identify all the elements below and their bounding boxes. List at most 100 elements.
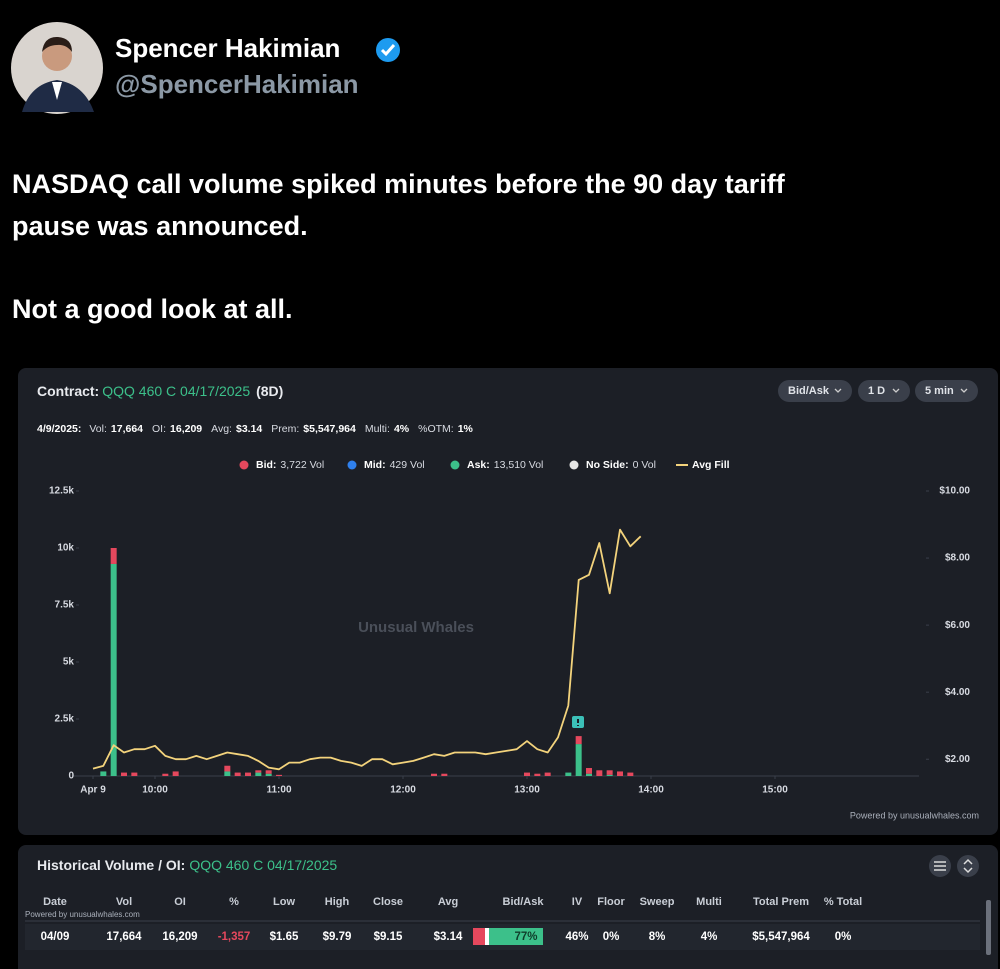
- control-label[interactable]: 5 min: [925, 385, 954, 397]
- volume-bar: [441, 773, 448, 776]
- volume-bar: [276, 774, 282, 776]
- legend-total: 0 Vol: [633, 459, 656, 471]
- control-button[interactable]: [778, 380, 852, 402]
- tweet-text: NASDAQ call volume spiked minutes before…: [12, 169, 786, 199]
- volume-bar: [606, 774, 613, 776]
- column-header: % Total: [824, 896, 862, 908]
- y2-tick-label: $6.00: [945, 620, 970, 631]
- x-tick-label: 11:00: [266, 785, 291, 796]
- legend-name: Avg Fill: [692, 459, 730, 471]
- y2-tick-label: $10.00: [939, 486, 970, 497]
- x-tick-label: 14:00: [638, 785, 664, 796]
- volume-bar: [265, 773, 272, 776]
- table-cell: -1,357: [218, 931, 251, 943]
- column-header: Low: [273, 896, 295, 908]
- author-name[interactable]: Spencer Hakimian: [115, 33, 340, 63]
- table-cell: 8%: [649, 931, 666, 943]
- table-cell: 4%: [701, 931, 718, 943]
- legend-total: 3,722 Vol: [280, 459, 324, 471]
- legend-total: 429 Vol: [390, 459, 425, 471]
- legend-entry: Avg Fill: [692, 459, 730, 471]
- stat-label: Prem:: [271, 423, 299, 435]
- stats-date: 4/9/2025:: [37, 423, 81, 435]
- legend-name: Ask:: [467, 459, 490, 471]
- stat-label: Vol:: [89, 423, 107, 435]
- legend-name: Bid:: [256, 459, 276, 471]
- table-icons[interactable]: [929, 855, 979, 877]
- y2-tick-label: $2.00: [945, 754, 970, 765]
- volume-bar: [586, 768, 592, 774]
- volume-bar: [131, 772, 138, 776]
- y-tick-label: 0: [68, 771, 74, 782]
- column-header: IV: [572, 896, 583, 908]
- control-button[interactable]: [858, 380, 910, 402]
- column-header: Multi: [696, 896, 722, 908]
- volume-bar: [110, 563, 117, 776]
- stat-value: 4%: [394, 423, 410, 435]
- verified-badge: [376, 38, 400, 62]
- legend-name: No Side:: [586, 459, 629, 471]
- volume-bar: [255, 770, 262, 773]
- chart-credit: Powered by unusualwhales.com: [850, 810, 979, 820]
- column-header: Date: [43, 896, 67, 908]
- table-cell: 77%: [514, 931, 537, 943]
- column-header: Close: [373, 896, 403, 908]
- stat-value: 17,664: [111, 423, 143, 435]
- author-handle[interactable]: @SpencerHakimian: [115, 69, 359, 99]
- watermark: Unusual Whales: [358, 619, 474, 636]
- stat-value: $5,547,964: [303, 423, 356, 435]
- x-tick-label: 13:00: [514, 785, 540, 796]
- table-cell: 0%: [603, 931, 620, 943]
- table-cell: $1.65: [270, 931, 299, 943]
- volume-bar: [234, 772, 241, 776]
- column-header: %: [229, 896, 239, 908]
- volume-bar: [172, 771, 179, 776]
- stat-label: OI:: [152, 423, 166, 435]
- stat-value: 1%: [458, 423, 474, 435]
- tweet-text: Not a good look at all.: [12, 294, 293, 324]
- legend-swatch: [569, 460, 579, 470]
- legend-swatch: [450, 460, 460, 470]
- table-credit: Powered by unusualwhales.com: [25, 910, 140, 919]
- volume-bar: [606, 770, 613, 775]
- table-cell: 0%: [835, 931, 852, 943]
- y2-tick-label: $4.00: [945, 687, 970, 698]
- avatar[interactable]: [11, 22, 103, 114]
- legend-entry: Bid: 3,722 Vol: [256, 459, 324, 471]
- y-tick-label: 12.5k: [49, 486, 74, 497]
- volume-bar: [575, 736, 582, 745]
- legend-name: Mid:: [364, 459, 386, 471]
- mid-portion: [485, 928, 489, 945]
- table-cell: 16,209: [162, 931, 197, 943]
- volume-bar: [586, 773, 592, 776]
- table-cell: $9.79: [323, 931, 352, 943]
- scrollbar[interactable]: [986, 900, 991, 955]
- column-header: Vol: [116, 896, 132, 908]
- column-header: Bid/Ask: [503, 896, 545, 908]
- column-header: Sweep: [640, 896, 675, 908]
- volume-bar: [544, 772, 551, 776]
- x-tick-label: Apr 9: [80, 785, 106, 796]
- table-cell: $5,547,964: [752, 931, 810, 943]
- contract-header: Contract: QQQ 460 C 04/17/2025 (8D): [37, 383, 283, 399]
- volume-bar: [431, 773, 437, 776]
- y-tick-label: 10k: [57, 543, 74, 554]
- volume-bar: [524, 772, 530, 776]
- ask-portion: [489, 928, 543, 945]
- contract-name: QQQ 460 C 04/17/2025: [102, 383, 250, 399]
- control-label[interactable]: 1 D: [868, 385, 885, 397]
- tweet-text: pause was announced.: [12, 211, 308, 241]
- table-cell: $9.15: [374, 931, 403, 943]
- contract-label: Contract:: [37, 383, 99, 399]
- contract-days: (8D): [256, 383, 283, 399]
- volume-bar: [617, 771, 623, 776]
- table-contract: QQQ 460 C 04/17/2025: [189, 857, 337, 873]
- table-title-label: Historical Volume / OI:: [37, 857, 185, 873]
- legend-entry: Ask: 13,510 Vol: [467, 459, 543, 471]
- legend-swatch: [347, 460, 357, 470]
- control-label[interactable]: Bid/Ask: [788, 385, 830, 397]
- avg-fill-line: [92, 528, 642, 771]
- chevron: [960, 388, 968, 393]
- control-button[interactable]: [915, 380, 978, 402]
- stat-label: Avg:: [211, 423, 232, 435]
